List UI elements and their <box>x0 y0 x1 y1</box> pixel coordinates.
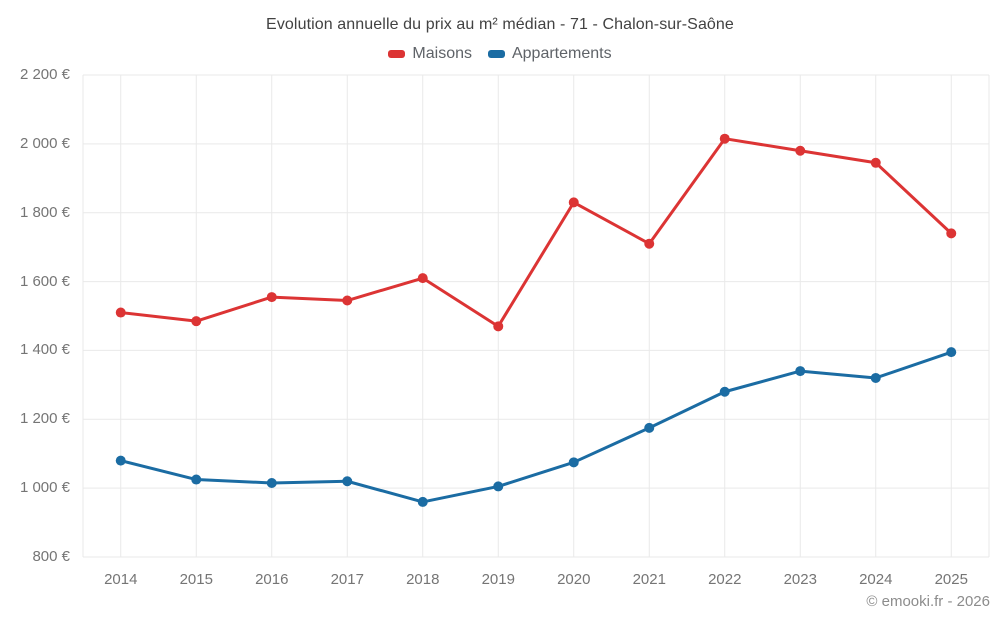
legend-label-appartements: Appartements <box>511 45 612 62</box>
x-tick-label-2019: 2019 <box>481 571 515 588</box>
y-tick-label: 2 000 € <box>19 134 70 152</box>
x-tick-label-2021: 2021 <box>632 571 666 588</box>
y-tick-label: 1 800 € <box>19 203 70 221</box>
data-point-appartements-2018[interactable] <box>417 496 428 507</box>
data-point-maisons-2024[interactable] <box>870 157 881 168</box>
data-point-maisons-2021[interactable] <box>644 238 655 249</box>
data-point-maisons-2025[interactable] <box>946 228 957 239</box>
data-point-appartements-2016[interactable] <box>266 477 277 488</box>
chart-title: Evolution annuelle du prix au m² médian … <box>266 16 734 33</box>
data-point-maisons-2023[interactable] <box>795 145 806 156</box>
gridlines <box>82 74 990 558</box>
data-point-maisons-2019[interactable] <box>493 321 504 332</box>
appartements-series-swatch-icon <box>487 50 505 58</box>
data-point-maisons-2016[interactable] <box>266 292 277 303</box>
y-tick-label: 1 200 € <box>19 410 70 428</box>
data-point-maisons-2022[interactable] <box>719 133 730 144</box>
data-point-maisons-2018[interactable] <box>417 273 428 284</box>
chart-credit: © emooki.fr - 2026 <box>866 593 990 610</box>
x-tick-label-2014: 2014 <box>104 571 138 588</box>
legend-item-appartements: Appartements <box>487 45 612 63</box>
x-tick-label-2015: 2015 <box>179 571 213 588</box>
x-tick-label-2018: 2018 <box>406 571 440 588</box>
x-tick-label-2016: 2016 <box>255 571 289 588</box>
data-point-appartements-2023[interactable] <box>795 366 806 377</box>
data-point-appartements-2025[interactable] <box>946 347 957 358</box>
series-line-appartements <box>119 350 953 504</box>
data-point-appartements-2019[interactable] <box>493 481 504 492</box>
x-tick-label-2017: 2017 <box>330 571 364 588</box>
y-tick-label: 800 € <box>32 548 70 565</box>
y-tick-label: 1 000 € <box>19 479 70 497</box>
maisons-series-swatch-icon <box>388 50 406 58</box>
data-point-appartements-2024[interactable] <box>870 372 881 383</box>
data-point-appartements-2022[interactable] <box>719 386 730 397</box>
data-point-maisons-2020[interactable] <box>568 197 579 208</box>
series-points <box>115 133 957 507</box>
legend-label-maisons: Maisons <box>412 45 472 62</box>
x-tick-label-2025: 2025 <box>934 571 968 588</box>
data-point-maisons-2017[interactable] <box>342 295 353 306</box>
data-point-appartements-2015[interactable] <box>191 474 202 485</box>
data-point-appartements-2021[interactable] <box>644 422 655 433</box>
x-tick-label-2024: 2024 <box>859 571 893 588</box>
y-tick-label: 2 200 € <box>19 66 70 83</box>
data-point-appartements-2017[interactable] <box>342 476 353 487</box>
x-tick-label-2023: 2023 <box>783 571 817 588</box>
series-line-maisons <box>119 137 953 328</box>
chart-legend: Maisons Appartements <box>0 45 1000 63</box>
data-point-appartements-2014[interactable] <box>115 455 126 466</box>
data-point-maisons-2014[interactable] <box>115 307 126 318</box>
data-point-maisons-2015[interactable] <box>191 316 202 327</box>
y-tick-label: 1 600 € <box>19 272 70 290</box>
data-point-appartements-2020[interactable] <box>568 457 579 468</box>
x-tick-label-2020: 2020 <box>557 571 591 588</box>
x-tick-label-2022: 2022 <box>708 571 742 588</box>
series-lines <box>119 137 953 504</box>
y-tick-label: 1 400 € <box>19 341 70 359</box>
legend-item-maisons: Maisons <box>388 45 472 63</box>
